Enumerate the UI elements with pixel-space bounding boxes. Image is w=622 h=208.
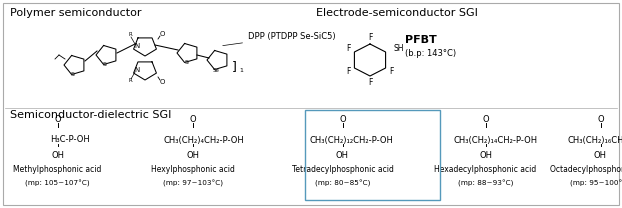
Text: OH: OH bbox=[336, 151, 349, 160]
Text: O: O bbox=[597, 115, 604, 125]
Text: (mp: 105~107°C): (mp: 105~107°C) bbox=[25, 179, 90, 187]
Text: F: F bbox=[368, 78, 372, 87]
Text: (mp: 80~85°C): (mp: 80~85°C) bbox=[315, 179, 370, 187]
Text: O: O bbox=[159, 79, 165, 85]
Text: Methylphosphonic acid: Methylphosphonic acid bbox=[13, 166, 101, 175]
Text: R: R bbox=[128, 32, 132, 37]
Text: CH₃(CH₂)₄CH₂-P-OH: CH₃(CH₂)₄CH₂-P-OH bbox=[163, 135, 244, 145]
Text: (mp: 88~93°C): (mp: 88~93°C) bbox=[458, 179, 513, 187]
Text: Polymer semiconductor: Polymer semiconductor bbox=[10, 8, 141, 18]
Text: Hexadecylphosphonic acid: Hexadecylphosphonic acid bbox=[434, 166, 537, 175]
Text: CH₃(CH₂)₁₂CH₂-P-OH: CH₃(CH₂)₁₂CH₂-P-OH bbox=[310, 135, 394, 145]
Text: Semiconductor-dielectric SGI: Semiconductor-dielectric SGI bbox=[10, 110, 172, 120]
Text: 1: 1 bbox=[239, 68, 243, 73]
Text: O: O bbox=[159, 31, 165, 37]
Text: Se: Se bbox=[213, 68, 220, 73]
Text: S: S bbox=[71, 73, 75, 78]
Text: Octadecylphosphonic acid: Octadecylphosphonic acid bbox=[550, 166, 622, 175]
Text: OH: OH bbox=[187, 151, 200, 160]
Text: O: O bbox=[482, 115, 489, 125]
Text: N: N bbox=[134, 43, 139, 49]
Text: PFBT: PFBT bbox=[405, 35, 437, 45]
Text: R: R bbox=[128, 78, 132, 83]
Text: F: F bbox=[346, 67, 351, 76]
Text: Tetradecylphosphonic acid: Tetradecylphosphonic acid bbox=[292, 166, 394, 175]
Text: OH: OH bbox=[594, 151, 607, 160]
Text: H₃C-P-OH: H₃C-P-OH bbox=[50, 135, 90, 145]
Text: (b.p: 143°C): (b.p: 143°C) bbox=[405, 48, 456, 57]
Text: SH: SH bbox=[394, 44, 404, 53]
Bar bbox=[305, 110, 440, 200]
Text: O: O bbox=[54, 115, 61, 125]
Text: S: S bbox=[185, 59, 189, 64]
Text: CH₃(CH₂)₁₄CH₂-P-OH: CH₃(CH₂)₁₄CH₂-P-OH bbox=[453, 135, 537, 145]
Text: F: F bbox=[346, 44, 351, 53]
Text: F: F bbox=[389, 67, 394, 76]
Text: Hexylphosphonic acid: Hexylphosphonic acid bbox=[151, 166, 235, 175]
Text: S: S bbox=[103, 62, 107, 68]
Text: Electrode-semiconductor SGI: Electrode-semiconductor SGI bbox=[316, 8, 478, 18]
Text: OH: OH bbox=[51, 151, 64, 160]
Text: OH: OH bbox=[479, 151, 492, 160]
Text: O: O bbox=[190, 115, 197, 125]
Text: ]: ] bbox=[232, 61, 237, 73]
Text: CH₃(CH₂)₁₆CH₂-P-OH: CH₃(CH₂)₁₆CH₂-P-OH bbox=[568, 135, 622, 145]
Text: N: N bbox=[134, 67, 139, 73]
Text: (mp: 95~100°C): (mp: 95~100°C) bbox=[570, 179, 622, 187]
Text: DPP (PTDPP Se-SiC5): DPP (PTDPP Se-SiC5) bbox=[223, 31, 336, 46]
Text: F: F bbox=[368, 33, 372, 42]
Text: O: O bbox=[339, 115, 346, 125]
Text: (mp: 97~103°C): (mp: 97~103°C) bbox=[163, 179, 223, 187]
